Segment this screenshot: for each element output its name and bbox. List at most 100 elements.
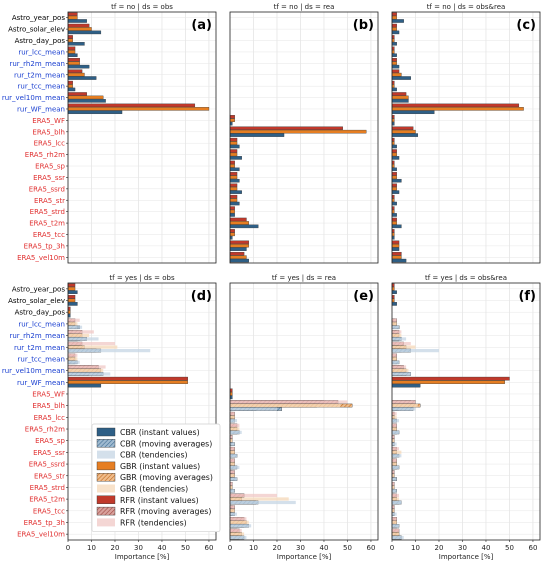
bar-cbr-instant-rur-vel10m-mean [391,99,409,103]
y-tick-label: ERA5_rh2m [25,426,65,434]
y-tick-label: rur_WF_mean [17,105,65,113]
bar-cbr-tendency-era5-tcc [230,512,238,516]
bar-rfr-tendency-era5-t2m [392,493,400,498]
axes-frame [391,11,541,264]
bar-cbr-instant-era5-rh2m [229,156,242,160]
x-tick-label: 30 [134,544,143,552]
legend-label: GBR (tendencies) [120,485,188,494]
bar-gbr-tendency-era5-tcc [230,509,235,513]
bar-gbr-tendency-rur-tcc-mean [68,357,78,361]
y-tick-label: ERA5_str [34,197,65,205]
bar-rfr-instant-astro-solar-elev [67,23,90,28]
bar-gbr-instant-era5-rh2m [229,152,238,157]
bar-gbr-tendency-rur-lcc-mean [68,322,78,326]
bar-rfr-tendency-rur-lcc-mean [68,318,80,322]
x-tick-label: 60 [204,544,213,552]
bar-rfr-tendency-rur-tcc-mean [68,353,78,357]
bar-gbr-tendency-era5-tp-3h [392,520,397,524]
x-tick-label: 10 [411,544,420,552]
bar-gbr-instant-era5-tp-3h [391,244,400,248]
bar-cbr-instant-rur-rh2m-mean [391,64,400,69]
bar-rfr-instant-rur-rh2m-mean [391,58,397,62]
y-tick-label: Astro_day_pos [15,309,66,317]
bar-gbr-instant-astro-year-pos [67,15,78,20]
y-tick-label: rur_vel10m_mean [2,94,65,102]
legend-box [91,423,221,533]
bar-rfr-instant-rur-t2m-mean [67,69,83,73]
bar-rfr-instant-era5-sp [229,160,235,165]
bar-gbr-instant-era5-sp [229,164,235,168]
y-tick-label: Astro_solar_elev [8,297,65,305]
bar-cbr-instant-astro-solar-elev [391,302,397,306]
bar-cbr-instant-era5-blh [391,133,419,137]
bar-rfr-instant-era5-ssr [391,172,397,176]
bar-cbr-tendency-rur-t2m-mean [392,349,439,353]
bar-rfr-instant-era5-rh2m [391,149,397,153]
bar-cbr-tendency-rur-rh2m-mean [392,337,407,341]
legend-label: GBR (instant values) [120,462,200,471]
bar-gbr-instant-rur-rh2m-mean [67,61,80,65]
bar-rfr-instant-era5-t2m [229,217,247,222]
bar-cbr-instant-astro-year-pos [67,19,87,23]
bar-rfr-instant-rur-wf-mean [391,103,520,108]
bar-gbr-tendency-era5-lcc [230,415,235,419]
bar-rfr-tendency-era5-blh [392,400,416,404]
bar-gbr-instant-era5-t2m [229,221,249,225]
bar-cbr-tendency-era5-tp-3h [230,524,252,528]
bar-cbr-instant-rur-vel10m-mean [67,99,106,103]
bar-gbr-instant-era5-blh [229,129,367,134]
bar-gbr-tendency-era5-ssrd [392,462,397,466]
bar-gbr-tendency-era5-sp [230,438,233,443]
bar-cbr-tendency-era5-tcc [392,512,397,516]
legend-swatch [96,439,116,448]
panel-letter: (c) [516,18,536,33]
bar-cbr-instant-astro-day-pos [391,42,397,46]
legend-label: CBR (moving averages) [120,439,212,448]
bar-gbr-instant-era5-ssr [391,175,397,180]
bar-gbr-instant-era5-strd [229,209,235,214]
legend-swatch [97,450,115,459]
y-tick-label: rur_rh2m_mean [9,60,65,68]
bar-gbr-tendency-era5-strd [392,485,395,489]
bar-cbr-instant-era5-blh [229,133,285,137]
panel-title: tf = no | ds = obs&rea [427,3,506,11]
y-tick-label: Astro_year_pos [12,285,66,293]
panel-1: tf = no | ds = obs (a) Astro_year_pos Astro… [2,3,217,264]
bar-rfr-tendency-era5-sp [392,435,395,439]
bar-gbr-tendency-rur-rh2m-mean [68,333,90,338]
bar-rfr-instant-era5-blh [229,126,343,130]
bar-rfr-instant-era5-tp-3h [229,240,249,245]
x-tick-label: 10 [87,544,96,552]
y-tick-label: rur_lcc_mean [18,48,65,56]
bar-gbr-instant-era5-ssrd [391,186,397,191]
bar-cbr-instant-rur-wf-mean [67,383,102,388]
bar-cbr-instant-era5-tp-3h [391,247,400,251]
bar-cbr-instant-astro-day-pos [67,42,85,46]
legend-swatch [96,495,116,504]
panel-3: tf = no | ds = obs&rea (c) [391,3,541,264]
bar-rfr-instant-astro-day-pos [67,35,73,39]
bar-cbr-instant-astro-solar-elev [67,302,78,306]
bar-cbr-tendency-rur-tcc-mean [68,360,80,364]
bar-cbr-instant-astro-solar-elev [391,30,400,35]
bar-gbr-instant-astro-solar-elev [67,27,92,31]
bar-cbr-instant-era5-strd [391,213,397,217]
bar-gbr-instant-rur-t2m-mean [67,72,85,77]
bar-rfr-tendency-era5-vel10m [230,528,242,533]
bar-rfr-instant-rur-vel10m-mean [391,92,407,96]
panels-layer: tf = no | ds = obs (a) Astro_year_pos Astro… [2,3,541,561]
bar-rfr-tendency-rur-t2m-mean [392,341,411,346]
bar-gbr-tendency-rur-rh2m-mean [392,333,402,338]
bar-gbr-tendency-era5-lcc [392,415,397,419]
bar-cbr-instant-era5-strd [229,213,235,217]
bar-gbr-instant-rur-lcc-mean [67,50,76,54]
bar-rfr-tendency-era5-rh2m [230,423,240,427]
bar-cbr-tendency-era5-sp [230,442,235,446]
bar-cbr-tendency-era5-ssr [230,454,238,458]
bar-cbr-instant-era5-sp [391,167,397,172]
y-tick-label: ERA5_tcc [33,507,65,515]
y-tick-label: ERA5_tp_3h [24,242,65,250]
legend-swatch [96,427,116,437]
bar-cbr-instant-era5-sp [229,167,240,172]
bar-cbr-tendency-rur-vel10m-mean [68,372,111,376]
